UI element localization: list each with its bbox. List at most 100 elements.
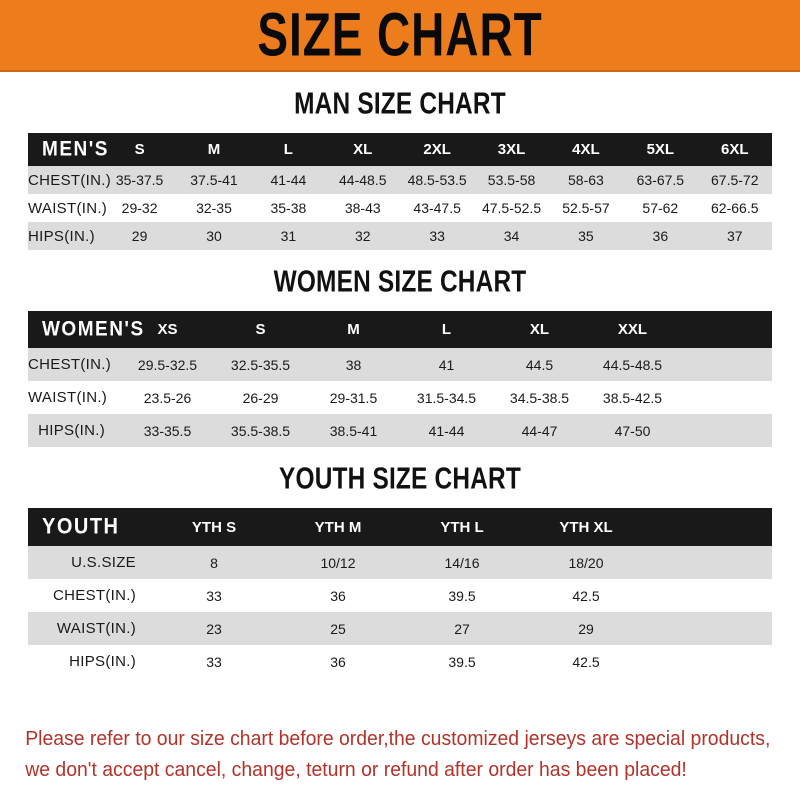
footer-note-line-2: we don't accept cancel, change, teturn o… — [25, 759, 687, 781]
table-cell: 35.5-38.5 — [230, 422, 291, 439]
table-cell: 67.5-72 — [711, 172, 759, 188]
table-cell-empty — [679, 414, 772, 447]
table-cell: 47.5-52.5 — [481, 200, 542, 216]
table-cell: 42.5 — [572, 587, 600, 604]
column-header: YTH S — [191, 518, 237, 536]
row-label: WAIST(IN.) — [28, 389, 108, 406]
table-cell: 29.5-32.5 — [137, 356, 198, 373]
section-title-youth: YOUTH SIZE CHART — [279, 460, 521, 496]
table-row: WAIST(IN.) 23 25 27 29 — [28, 612, 772, 645]
table-cell-empty — [679, 381, 772, 414]
table-cell: 31 — [280, 228, 297, 244]
table-cell: 39.5 — [448, 587, 476, 604]
size-table-men: MEN'S S M L XL 2XL 3XL 4XL 5XL 6XL CHEST… — [28, 133, 772, 250]
table-cell: 41-44 — [270, 172, 307, 188]
table-body-youth: U.S.SIZE 8 10/12 14/16 18/20 CHEST(IN.) … — [28, 546, 772, 678]
table-cell: 33-35.5 — [143, 422, 192, 439]
table-cell: 53.5-58 — [487, 172, 536, 188]
table-header-row: MEN'S S M L XL 2XL 3XL 4XL 5XL 6XL — [28, 133, 772, 166]
section-men: MAN SIZE CHART MEN'S S M L XL 2XL 3XL 4X… — [0, 85, 800, 250]
column-header: 6XL — [721, 141, 749, 158]
page-banner: SIZE CHART — [0, 0, 800, 72]
table-cell: 47-50 — [614, 422, 651, 439]
table-cell: 35 — [578, 228, 594, 244]
table-cell: 23 — [206, 620, 222, 637]
table-cell: 35-37.5 — [115, 172, 164, 188]
column-header: 3XL — [497, 141, 526, 158]
table-row: HIPS(IN.) 29 30 31 32 33 34 35 36 37 — [28, 222, 772, 250]
table-body-women: CHEST(IN.) 29.5-32.5 32.5-35.5 38 41 44.… — [28, 348, 772, 447]
column-header: XL — [529, 321, 550, 338]
table-cell: 30 — [206, 228, 222, 244]
column-header: M — [207, 141, 221, 158]
table-cell: 62-66.5 — [711, 200, 759, 216]
row-label: U.S.SIZE — [71, 554, 136, 571]
table-cell: 42.5 — [572, 653, 600, 670]
table-cell: 44-48.5 — [339, 172, 387, 188]
table-row: CHEST(IN.) 29.5-32.5 32.5-35.5 38 41 44.… — [28, 348, 772, 381]
column-header: S — [255, 321, 266, 338]
table-cell: 41 — [438, 356, 455, 373]
column-header: XL — [353, 141, 373, 158]
corner-label-women: WOMEN'S — [42, 317, 145, 341]
column-header: L — [283, 141, 293, 158]
corner-label-youth: YOUTH — [42, 514, 120, 539]
column-header: L — [441, 321, 452, 338]
column-header: YTH L — [440, 518, 484, 536]
section-title-men: MAN SIZE CHART — [294, 85, 506, 121]
table-row: HIPS(IN.) 33-35.5 35.5-38.5 38.5-41 41-4… — [28, 414, 772, 447]
row-label: HIPS(IN.) — [28, 227, 95, 245]
column-header: 5XL — [646, 141, 675, 158]
table-cell-empty — [648, 579, 772, 612]
table-cell: 29 — [131, 228, 148, 244]
table-cell: 25 — [330, 620, 346, 637]
table-cell: 32-35 — [196, 200, 232, 216]
row-label: CHEST(IN.) — [53, 587, 136, 604]
table-cell: 36 — [330, 587, 346, 604]
table-row: U.S.SIZE 8 10/12 14/16 18/20 — [28, 546, 772, 579]
table-cell: 37 — [726, 228, 743, 244]
footer-note: Please refer to our size chart before or… — [0, 724, 776, 786]
table-cell: 29-31.5 — [329, 389, 378, 406]
table-cell: 63-67.5 — [636, 172, 685, 188]
table-cell: 33 — [206, 653, 222, 670]
table-cell-empty — [648, 645, 772, 678]
table-header-row: YOUTH YTH S YTH M YTH L YTH XL — [28, 508, 772, 546]
row-label: CHEST(IN.) — [28, 356, 111, 373]
table-cell: 27 — [454, 620, 470, 637]
section-title-women: WOMEN SIZE CHART — [273, 263, 527, 299]
table-cell: 33 — [429, 228, 445, 244]
table-row: WAIST(IN.) 23.5-26 26-29 29-31.5 31.5-34… — [28, 381, 772, 414]
table-cell: 23.5-26 — [143, 389, 192, 406]
table-cell: 29 — [578, 620, 594, 637]
table-row: HIPS(IN.) 33 36 39.5 42.5 — [28, 645, 772, 678]
table-cell: 58-63 — [568, 172, 604, 188]
table-cell: 48.5-53.5 — [407, 172, 467, 188]
table-cell: 41-44 — [428, 422, 465, 439]
table-header-women: WOMEN'S XS S M L XL XXL — [28, 311, 772, 348]
table-header-row: WOMEN'S XS S M L XL XXL — [28, 311, 772, 348]
table-header-men: MEN'S S M L XL 2XL 3XL 4XL 5XL 6XL — [28, 133, 772, 166]
table-cell: 34 — [503, 228, 520, 244]
table-cell: 10/12 — [320, 554, 356, 571]
table-cell: 32 — [354, 228, 371, 244]
column-header: 4XL — [572, 141, 600, 158]
column-header: 2XL — [423, 141, 451, 158]
column-header-empty — [648, 508, 772, 546]
table-cell: 37.5-41 — [190, 172, 238, 188]
table-cell: 38 — [345, 356, 362, 373]
table-cell: 29-32 — [121, 200, 158, 216]
row-label: WAIST(IN.) — [56, 620, 136, 637]
table-body-men: CHEST(IN.) 35-37.5 37.5-41 41-44 44-48.5… — [28, 166, 772, 250]
row-label: HIPS(IN.) — [38, 422, 105, 439]
table-row: CHEST(IN.) 35-37.5 37.5-41 41-44 44-48.5… — [28, 166, 772, 194]
table-cell: 36 — [652, 228, 669, 244]
table-row: CHEST(IN.) 33 36 39.5 42.5 — [28, 579, 772, 612]
table-cell: 52.5-57 — [562, 200, 610, 216]
table-cell: 43-47.5 — [413, 200, 461, 216]
column-header: S — [134, 141, 145, 158]
column-header: YTH XL — [559, 518, 613, 536]
size-table-youth: YOUTH YTH S YTH M YTH L YTH XL U.S.SIZE … — [28, 508, 772, 678]
column-header: XXL — [617, 321, 648, 338]
column-header: M — [347, 321, 360, 338]
